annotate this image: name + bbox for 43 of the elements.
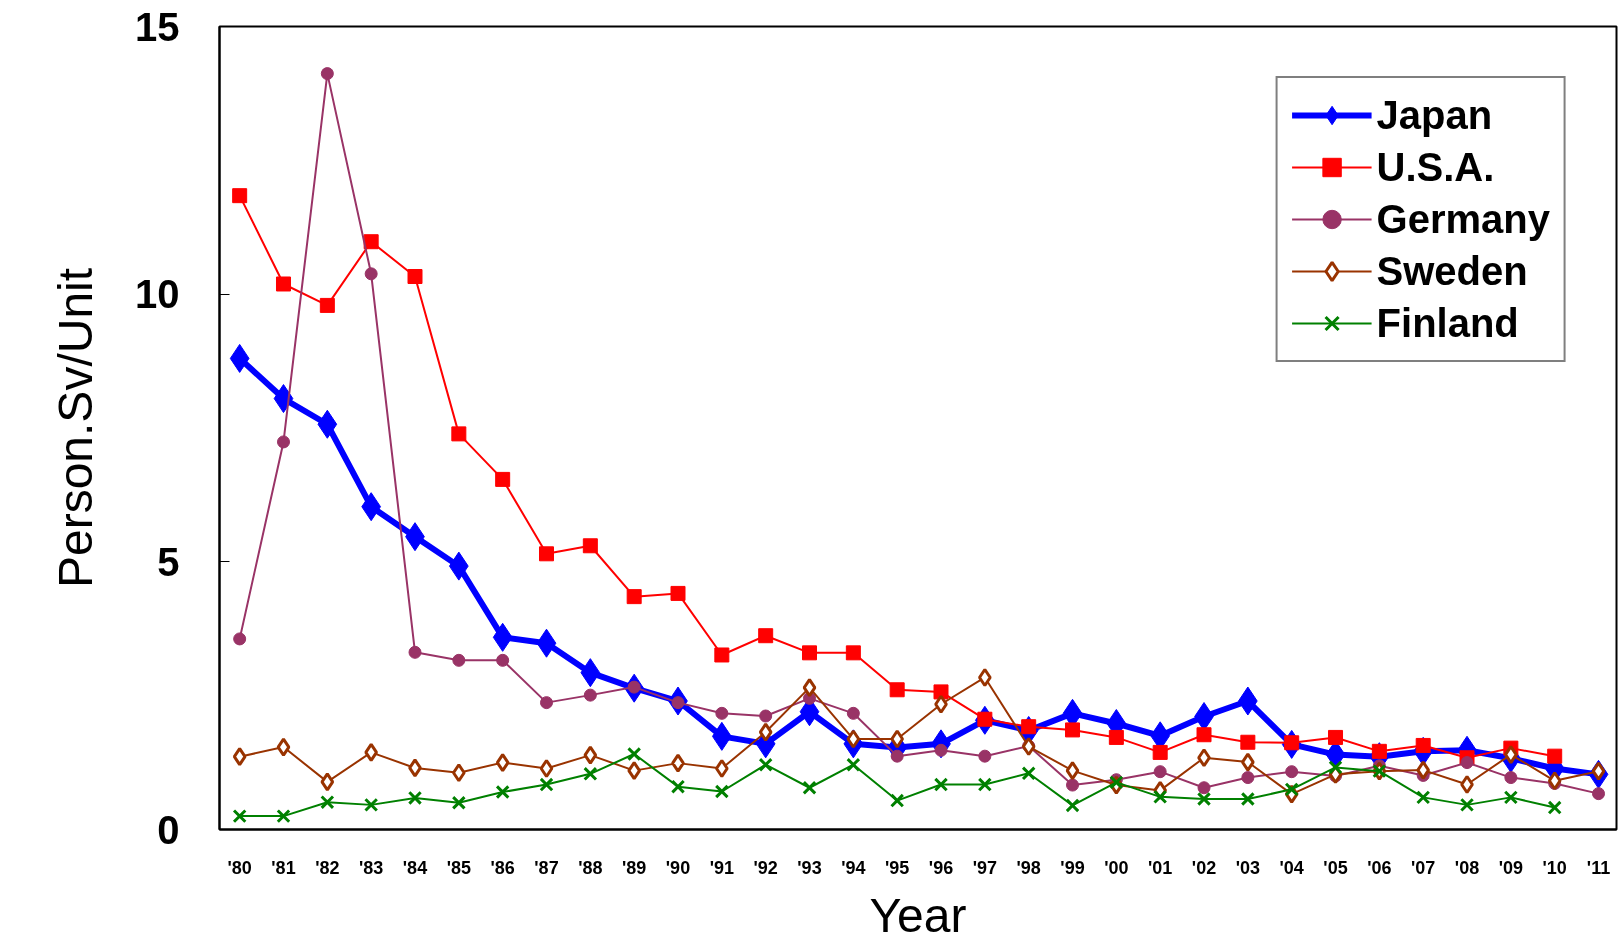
y-tick-label: 10 — [135, 272, 180, 317]
legend-label: Japan — [1376, 92, 1493, 138]
x-tick-label: '80 — [227, 857, 252, 878]
x-tick-label: '03 — [1235, 857, 1261, 878]
x-tick-label: '94 — [841, 857, 866, 878]
y-tick-label: 15 — [135, 4, 180, 49]
x-tick-label: '86 — [490, 857, 515, 878]
x-tick-label: '08 — [1454, 857, 1480, 878]
legend-label: U.S.A. — [1376, 144, 1495, 190]
x-tick-label: '90 — [665, 857, 691, 878]
x-tick-label: '96 — [928, 857, 954, 878]
x-tick-label: '89 — [622, 857, 647, 878]
x-tick-label: '81 — [271, 857, 296, 878]
x-tick-label: '85 — [446, 857, 471, 878]
x-tick-label: '99 — [1060, 857, 1085, 878]
x-tick-label: '00 — [1104, 857, 1129, 878]
x-tick-label: '83 — [359, 857, 384, 878]
x-tick-label: '93 — [797, 857, 822, 878]
y-axis-title: Person.Sv/Unit — [49, 267, 103, 589]
x-tick-label: '01 — [1148, 857, 1173, 878]
x-axis-title: Year — [869, 888, 967, 942]
x-tick-label: '97 — [972, 857, 998, 878]
x-tick-label: '91 — [709, 857, 734, 878]
y-tick-label: 5 — [157, 539, 180, 584]
x-tick-label: '04 — [1279, 857, 1304, 878]
x-tick-label: '95 — [885, 857, 910, 878]
legend-label: Germany — [1376, 196, 1550, 242]
x-tick-label: '10 — [1542, 857, 1567, 878]
x-tick-label: '98 — [1016, 857, 1041, 878]
x-tick-label: '92 — [753, 857, 778, 878]
legend-label: Finland — [1376, 300, 1519, 346]
x-tick-label: '11 — [1586, 857, 1611, 878]
x-tick-label: '87 — [534, 857, 559, 878]
x-tick-label: '02 — [1191, 857, 1217, 878]
y-tick-label: 0 — [157, 807, 180, 852]
x-tick-label: '09 — [1498, 857, 1524, 878]
x-tick-label: '84 — [402, 857, 428, 878]
x-tick-label: '07 — [1411, 857, 1436, 878]
legend-label: Sweden — [1376, 248, 1528, 294]
x-tick-label: '82 — [315, 857, 340, 878]
x-tick-label: '88 — [578, 857, 603, 878]
x-tick-label: '05 — [1323, 857, 1348, 878]
x-tick-label: '06 — [1367, 857, 1392, 878]
